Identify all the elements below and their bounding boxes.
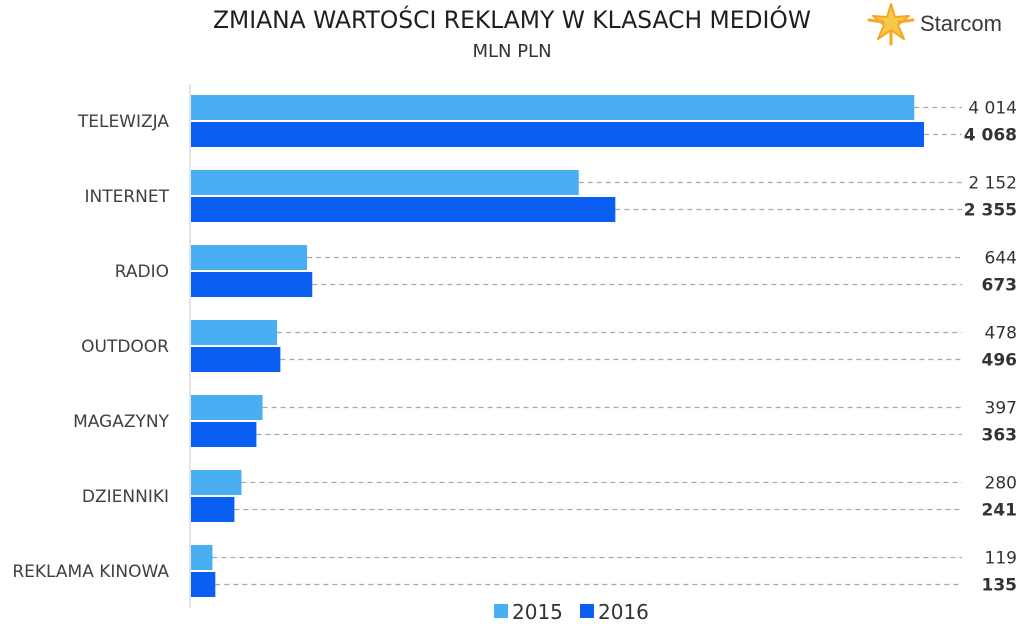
category-label: RADIO [115, 262, 169, 282]
chart-title: ZMIANA WARTOŚCI REKLAMY W KLASACH MEDIÓW [213, 4, 811, 34]
bars [191, 95, 924, 597]
value-label: 241 [982, 501, 1018, 521]
bar-2016 [191, 272, 313, 297]
starcom-logo: Starcom [867, 3, 1002, 46]
value-label: 4 014 [968, 99, 1017, 119]
value-labels: 4 014 4 068 2 152 2 355 644 673 478 496 397 363 28… [212, 99, 1017, 596]
value-label: 2 355 [964, 201, 1017, 221]
value-label: 644 [985, 249, 1017, 269]
value-label: 2 152 [968, 174, 1017, 194]
logo-text: Starcom [920, 11, 1002, 36]
value-label: 4 068 [964, 126, 1017, 146]
bar-2016 [191, 422, 257, 447]
category-label: MAGAZYNY [73, 412, 170, 432]
bar-2016 [191, 122, 924, 147]
legend-label-2015: 2015 [512, 600, 563, 624]
bar-2016 [191, 197, 616, 222]
legend-label-2016: 2016 [598, 600, 649, 624]
value-label: 280 [985, 474, 1017, 494]
bar-2016 [191, 347, 281, 372]
legend-swatch-2016 [580, 604, 594, 618]
value-label: 119 [985, 549, 1017, 569]
bar-2015 [191, 170, 579, 195]
value-label: 478 [985, 324, 1017, 344]
category-label: DZIENNIKI [82, 487, 169, 507]
chart-subtitle: MLN PLN [472, 41, 551, 62]
category-label: OUTDOOR [81, 337, 169, 357]
bar-2016 [191, 572, 216, 597]
star-burst-icon [867, 3, 915, 46]
bar-2015 [191, 95, 915, 120]
bar-2015 [191, 320, 278, 345]
legend: 2015 2016 [494, 600, 649, 624]
category-label: TELEWIZJA [77, 112, 170, 132]
bar-2015 [191, 395, 263, 420]
value-label: 363 [982, 426, 1018, 446]
category-label: INTERNET [84, 187, 169, 207]
bar-2015 [191, 545, 213, 570]
value-label: 397 [985, 399, 1017, 419]
value-label: 135 [982, 576, 1018, 596]
category-label: REKLAMA KINOWA [12, 562, 169, 582]
bar-2015 [191, 245, 308, 270]
value-label: 496 [982, 351, 1018, 371]
legend-swatch-2015 [494, 604, 508, 618]
bar-2016 [191, 497, 235, 522]
bar-2015 [191, 470, 242, 495]
value-label: 673 [982, 276, 1018, 296]
category-labels: TELEWIZJA INTERNET RADIO OUTDOOR MAGAZYNY DZI… [12, 112, 169, 582]
